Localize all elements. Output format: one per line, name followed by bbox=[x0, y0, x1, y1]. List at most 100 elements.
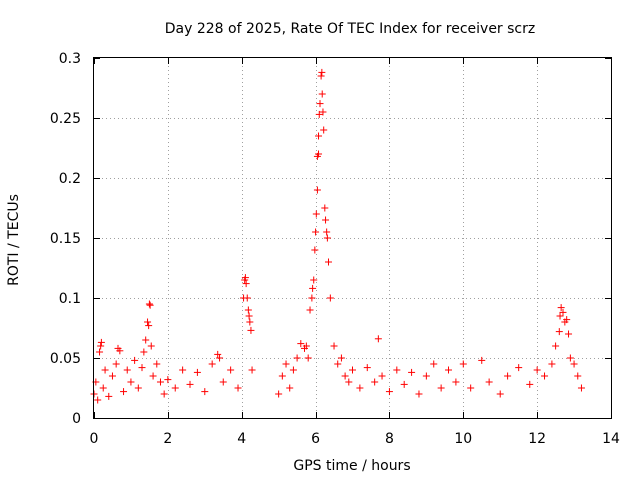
data-point-marker bbox=[318, 68, 326, 76]
data-point-marker bbox=[323, 228, 331, 236]
data-point-marker bbox=[422, 372, 430, 380]
data-point-marker bbox=[570, 360, 578, 368]
data-point-marker bbox=[247, 326, 255, 334]
data-point-marker bbox=[308, 294, 316, 302]
data-point-marker bbox=[556, 312, 564, 320]
y-tick-labels: 0 0.05 0.1 0.15 0.2 0.25 0.3 bbox=[50, 51, 81, 427]
data-point-marker bbox=[153, 360, 161, 368]
data-point-marker bbox=[99, 384, 107, 392]
data-point-marker bbox=[378, 372, 386, 380]
data-point-marker bbox=[219, 378, 227, 386]
data-point-marker bbox=[304, 354, 312, 362]
data-point-marker bbox=[552, 342, 560, 350]
data-point-marker bbox=[445, 366, 453, 374]
data-point-marker bbox=[248, 366, 256, 374]
data-point-marker bbox=[557, 304, 565, 312]
data-point-marker bbox=[312, 210, 320, 218]
x-tick-label: 12 bbox=[528, 431, 546, 447]
x-tick-label: 8 bbox=[385, 431, 394, 447]
data-point-marker bbox=[311, 246, 319, 254]
data-point-marker bbox=[496, 390, 504, 398]
data-point-marker bbox=[393, 366, 401, 374]
data-point-marker bbox=[145, 300, 153, 308]
data-point-marker bbox=[400, 380, 408, 388]
y-tick-label: 0 bbox=[72, 411, 81, 427]
data-point-marker bbox=[186, 380, 194, 388]
x-tick-label: 14 bbox=[602, 431, 620, 447]
data-point-marker bbox=[349, 366, 356, 374]
data-point-marker bbox=[208, 360, 216, 368]
data-point-marker bbox=[408, 368, 416, 376]
data-point-marker bbox=[341, 372, 349, 380]
data-point-marker bbox=[160, 390, 168, 398]
data-point-marker bbox=[179, 366, 187, 374]
data-point-marker bbox=[452, 378, 460, 386]
data-point-marker bbox=[313, 186, 321, 194]
y-tick-label: 0.3 bbox=[59, 51, 81, 67]
data-point-marker bbox=[437, 384, 445, 392]
data-point-marker bbox=[244, 306, 252, 314]
data-point-marker bbox=[138, 364, 146, 372]
data-point-marker bbox=[371, 378, 379, 386]
plot-frame bbox=[93, 57, 612, 419]
data-point-marker bbox=[306, 306, 314, 314]
data-point-marker bbox=[478, 356, 486, 364]
data-point-marker bbox=[309, 284, 317, 292]
y-tick-label: 0.1 bbox=[59, 291, 81, 307]
data-point-marker bbox=[430, 360, 438, 368]
data-point-marker bbox=[245, 312, 253, 320]
data-point-marker bbox=[147, 342, 155, 350]
data-point-marker bbox=[574, 372, 582, 380]
data-point-marker bbox=[324, 258, 332, 266]
data-point-marker bbox=[171, 384, 179, 392]
data-point-marker bbox=[323, 234, 331, 242]
data-point-marker bbox=[164, 376, 172, 384]
data-point-marker bbox=[156, 378, 164, 386]
data-point-marker bbox=[302, 342, 310, 350]
data-point-marker bbox=[321, 204, 329, 212]
data-point-marker bbox=[286, 384, 294, 392]
data-point-marker bbox=[515, 364, 523, 372]
data-point-marker bbox=[319, 108, 327, 116]
data-point-marker bbox=[363, 364, 371, 372]
data-point-marker bbox=[374, 335, 382, 343]
data-point-marker bbox=[485, 378, 493, 386]
data-point-marker bbox=[297, 340, 305, 348]
data-point-marker bbox=[533, 366, 541, 374]
data-point-marker bbox=[322, 216, 330, 224]
data-point-marker bbox=[96, 348, 104, 356]
data-point-marker bbox=[459, 360, 467, 368]
x-tick-label: 6 bbox=[311, 431, 320, 447]
data-point-marker bbox=[112, 360, 120, 368]
data-point-marker bbox=[326, 294, 334, 302]
data-point-marker bbox=[140, 348, 148, 356]
data-point-marker bbox=[315, 132, 323, 140]
data-point-marker bbox=[577, 384, 585, 392]
data-point-marker bbox=[293, 354, 301, 362]
data-point-marker bbox=[201, 388, 209, 396]
data-point-marker bbox=[330, 342, 338, 350]
x-tick-labels: 0 2 4 6 8 10 12 14 bbox=[90, 431, 620, 447]
data-point-marker bbox=[356, 384, 364, 392]
x-tick-label: 0 bbox=[90, 431, 99, 447]
data-point-marker bbox=[97, 342, 105, 350]
data-point-marker bbox=[315, 150, 323, 158]
data-points bbox=[90, 68, 585, 404]
data-point-marker bbox=[227, 366, 235, 374]
data-point-marker bbox=[289, 366, 297, 374]
data-point-marker bbox=[345, 378, 353, 386]
y-tick-label: 0.2 bbox=[59, 171, 81, 187]
data-point-marker bbox=[101, 366, 109, 374]
x-axis-label: GPS time / hours bbox=[293, 458, 410, 474]
data-point-marker bbox=[145, 322, 153, 330]
data-point-marker bbox=[97, 338, 105, 346]
data-point-marker bbox=[134, 384, 142, 392]
data-point-marker bbox=[149, 372, 157, 380]
data-point-marker bbox=[337, 354, 345, 362]
data-point-marker bbox=[563, 316, 571, 324]
data-point-marker bbox=[415, 390, 423, 398]
chart-title: Day 228 of 2025, Rate Of TEC Index for r… bbox=[165, 21, 535, 37]
